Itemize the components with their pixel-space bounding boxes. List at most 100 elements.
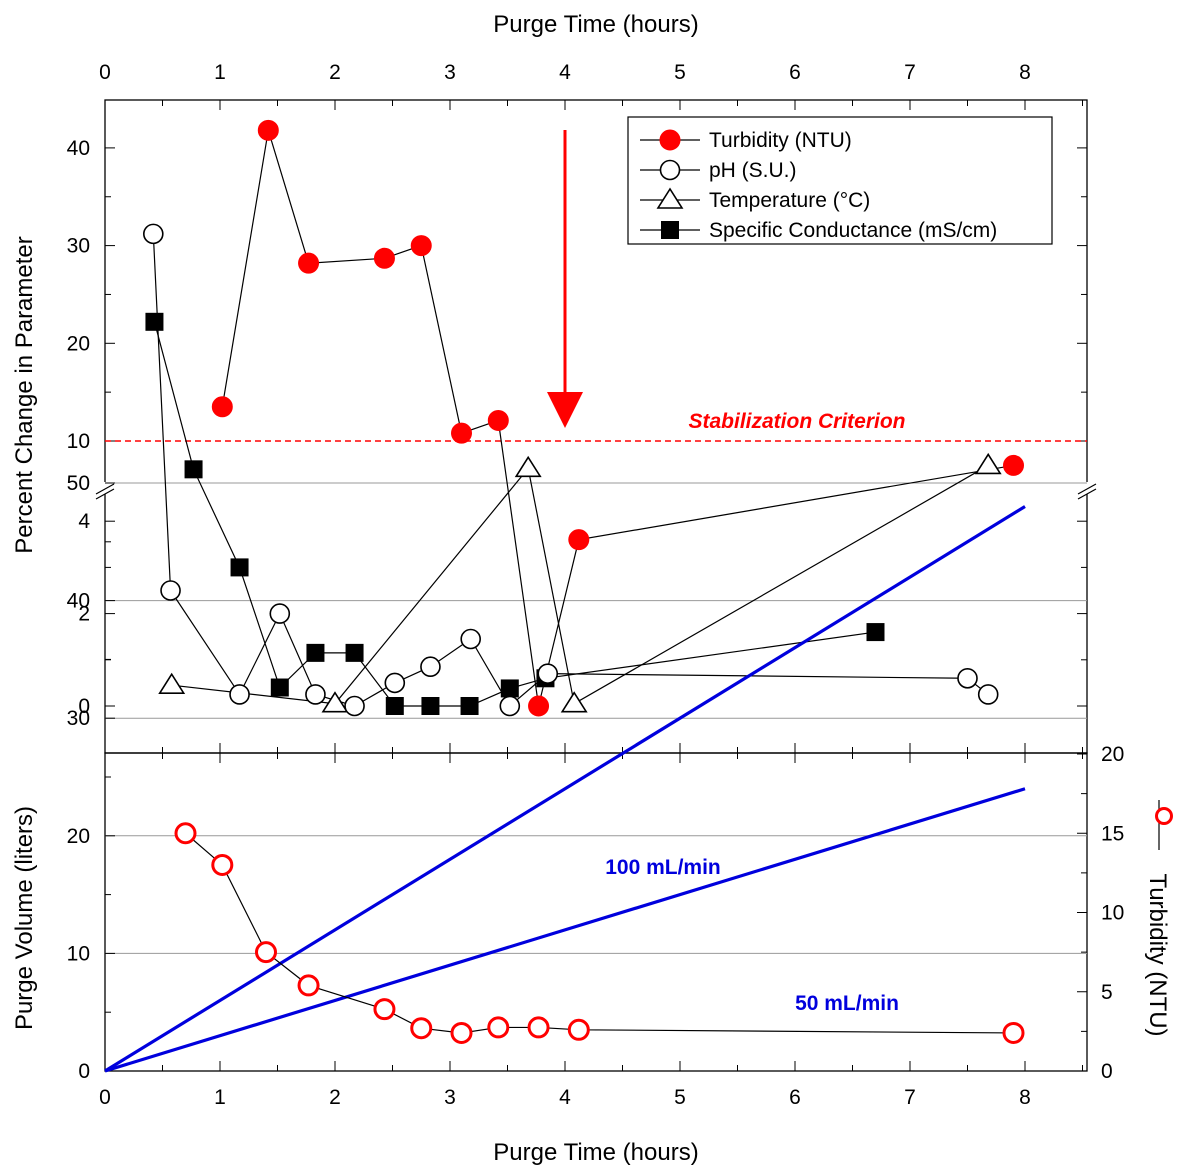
- top-x-tick-label: 5: [674, 61, 686, 84]
- series-3-point: [306, 643, 325, 662]
- legend-label: Turbidity (NTU): [709, 129, 852, 152]
- series-0-point: [298, 252, 320, 274]
- legend-label: pH (S.U.): [709, 159, 797, 182]
- turbidity-ntu-point: [211, 853, 234, 876]
- series-0-point: [257, 119, 279, 141]
- series-3-point: [230, 558, 249, 577]
- top-x-tick-label: 1: [214, 61, 226, 84]
- bottom-x-axis-title: Purge Time (hours): [493, 1139, 698, 1166]
- turbidity-ntu-point: [527, 1016, 550, 1039]
- legend-marker: [656, 187, 684, 209]
- arrow-head: [547, 392, 583, 428]
- series-1-point: [305, 684, 326, 705]
- left-axis-break-mark: [95, 488, 115, 500]
- lower-y-tick-label: 0: [78, 1060, 90, 1083]
- series-2-point: [514, 455, 542, 478]
- lower-y2-axis-title: Turbidity (NTU): [1144, 873, 1171, 1036]
- series-0-point: [528, 695, 550, 717]
- series-3-point: [385, 697, 404, 715]
- legend-label: Specific Conductance (mS/cm): [709, 219, 997, 242]
- turbidity-ntu-point: [450, 1021, 473, 1044]
- lower-y2-tick-label: 15: [1101, 822, 1124, 845]
- legend-marker: [661, 221, 679, 239]
- series-0-point: [487, 409, 509, 431]
- top-x-tick-label: 4: [559, 61, 571, 84]
- series-0-point: [373, 247, 395, 269]
- lower-y2-tick-label: 10: [1101, 902, 1124, 925]
- turbidity-ntu-point: [567, 1018, 590, 1041]
- lower-y-tick-label: 10: [67, 942, 90, 965]
- legend-label: Temperature (°C): [709, 189, 870, 212]
- upper-y-tick-label: 0: [78, 695, 90, 718]
- lower-y-tick-label: 30: [67, 707, 90, 730]
- purge-rate-line: [104, 505, 1026, 1073]
- left-axis-break-mark: [95, 483, 115, 495]
- series-3-point: [500, 679, 519, 698]
- series-1-point: [160, 580, 181, 601]
- bottom-x-tick-label: 1: [214, 1086, 226, 1109]
- series-2-point: [974, 452, 1002, 475]
- series-1-point: [499, 695, 521, 717]
- lower-y2-tick-label: 0: [1101, 1060, 1113, 1083]
- series-2-point: [560, 691, 588, 713]
- top-x-axis-title: Purge Time (hours): [493, 11, 698, 38]
- bottom-x-tick-label: 4: [559, 1086, 571, 1109]
- legend-marker: [659, 129, 681, 151]
- upper-y-axis-title: Percent Change in Parameter: [11, 236, 38, 554]
- lower-y2-tick-label: 20: [1101, 743, 1124, 766]
- series-1-point: [957, 667, 978, 689]
- series-0-point: [410, 235, 432, 257]
- top-x-tick-label: 7: [904, 61, 916, 84]
- series-line-2: [171, 464, 989, 705]
- turbidity-ntu-point: [174, 822, 197, 845]
- series-0-point: [568, 529, 590, 551]
- top-x-tick-label: 8: [1019, 61, 1031, 84]
- series-1-point: [269, 603, 291, 624]
- purge-rate-label-100: 100 mL/min: [605, 856, 721, 879]
- series-3-point: [460, 697, 479, 715]
- upper-y-tick-label: 2: [78, 603, 90, 626]
- series-1-point: [977, 684, 999, 705]
- top-x-tick-label: 6: [789, 61, 801, 84]
- lower-y-tick-label: 50: [67, 472, 90, 495]
- y2-title-marker: [1155, 807, 1173, 825]
- series-3-point: [145, 312, 164, 331]
- bottom-x-tick-label: 7: [904, 1086, 916, 1109]
- top-x-tick-label: 2: [329, 61, 341, 84]
- series-2-point: [158, 672, 186, 695]
- bottom-x-tick-label: 2: [329, 1086, 341, 1109]
- series-1-point: [384, 672, 406, 694]
- turbidity-ntu-point: [487, 1016, 510, 1039]
- turbidity-ntu-point: [297, 974, 320, 997]
- turbidity-ntu-point: [1002, 1021, 1025, 1044]
- series-2-point: [321, 691, 349, 713]
- turbidity-ntu-point: [373, 998, 396, 1021]
- lower-y-tick-label: 40: [67, 590, 90, 613]
- legend-marker: [659, 159, 681, 181]
- series-3-point: [866, 623, 885, 642]
- bottom-x-tick-label: 0: [99, 1086, 111, 1109]
- upper-y-tick-label: 10: [67, 430, 90, 453]
- series-3-point: [345, 643, 364, 662]
- turbidity-ntu-point: [255, 941, 277, 964]
- stabilization-criterion-label: Stabilization Criterion: [688, 410, 905, 433]
- series-1-point: [344, 695, 365, 717]
- series-0-point: [451, 422, 472, 444]
- series-3-point: [421, 697, 440, 715]
- series-1-point: [420, 656, 441, 678]
- lower-y2-tick-label: 5: [1101, 981, 1113, 1004]
- bottom-x-tick-label: 6: [789, 1086, 801, 1109]
- turbidity-ntu-point: [410, 1017, 433, 1040]
- lower-plot-frame: [104, 752, 1088, 1072]
- purge-rate-label-50: 50 mL/min: [795, 992, 899, 1015]
- right-axis-break-mark: [1077, 488, 1097, 500]
- upper-y-tick-label: 20: [67, 332, 90, 355]
- top-x-tick-label: 0: [99, 61, 111, 84]
- bottom-x-tick-label: 3: [444, 1086, 456, 1109]
- series-0-point: [1003, 454, 1024, 476]
- top-x-tick-label: 3: [444, 61, 456, 84]
- purge-rate-line: [104, 787, 1026, 1073]
- series-1-point: [143, 223, 164, 245]
- upper-y-tick-label: 4: [78, 510, 90, 533]
